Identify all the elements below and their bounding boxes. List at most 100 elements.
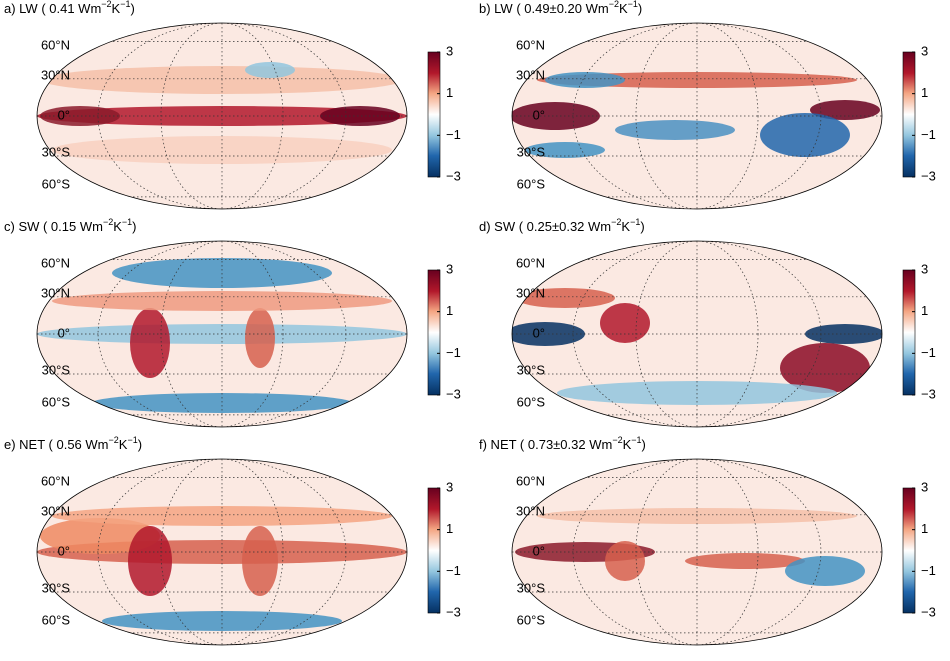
meridian [635, 459, 759, 645]
title-part: ) [638, 1, 642, 16]
lat-label: 0° [533, 325, 545, 340]
colorbar-tick-label: 1 [921, 303, 928, 318]
field-blob [40, 518, 160, 554]
title-part: b) LW ( 0.49±0.20 Wm [479, 1, 609, 16]
colorbar-tick-label: −3 [921, 386, 936, 401]
meridian [97, 459, 347, 645]
field-blob [760, 113, 850, 157]
field-blob [92, 393, 352, 413]
lat-label: 30°S [517, 362, 546, 377]
lat-label: 60°N [516, 37, 545, 52]
field-blob [128, 526, 172, 596]
field-blob [102, 611, 342, 631]
map-panel: d) SW ( 0.25±0.32 Wm−2K−1)60°N30°N0°30°S… [479, 217, 936, 428]
colorbar-tick-label: −1 [921, 345, 936, 360]
lat-label: 60°N [41, 37, 70, 52]
colorbar-tick-label: −1 [446, 563, 461, 578]
title-part: c) SW ( 0.15 Wm [4, 219, 103, 234]
lat-label: 30°N [41, 67, 70, 82]
map-field [512, 23, 882, 209]
meridian [572, 23, 822, 209]
title-part: −1 [628, 0, 638, 9]
title-part: a) LW ( 0.41 Wm [4, 1, 101, 16]
meridian [160, 23, 284, 209]
colorbar [427, 269, 441, 396]
map-outline [36, 458, 408, 646]
title-part: −1 [631, 435, 641, 445]
meridian [97, 241, 347, 427]
colorbar [902, 487, 916, 614]
lat-label: 30°S [42, 144, 71, 159]
colorbar-tick-label: 3 [921, 261, 928, 276]
title-part: −1 [630, 217, 640, 227]
title-part: −2 [611, 217, 621, 227]
title-part: K [619, 1, 628, 16]
field-blob [525, 142, 605, 158]
lat-label: 60°N [516, 255, 545, 270]
meridian [572, 241, 822, 427]
lat-label: 60°N [41, 473, 70, 488]
field-blob [600, 303, 650, 343]
title-part: K [112, 1, 121, 16]
lat-label: 0° [58, 325, 70, 340]
meridian [572, 459, 822, 645]
lat-label: 30°S [517, 580, 546, 595]
field-blob [810, 100, 880, 120]
colorbar-tick-label: −1 [921, 563, 936, 578]
lat-label: 60°S [42, 612, 71, 627]
meridian [160, 241, 284, 427]
field-blob [615, 120, 735, 140]
lat-label: 60°S [517, 176, 546, 191]
lat-label: 0° [533, 107, 545, 122]
title-part: d) SW ( 0.25±0.32 Wm [479, 219, 611, 234]
title-part: ) [130, 1, 134, 16]
map-field [37, 241, 407, 427]
colorbar-tick-label: −3 [446, 386, 461, 401]
colorbar-tick-label: 3 [921, 479, 928, 494]
title-part: K [113, 219, 122, 234]
title-part: −2 [109, 435, 119, 445]
colorbar-tick-label: 3 [446, 261, 453, 276]
colorbar-tick-label: 3 [446, 479, 453, 494]
colorbar-tick-label: −3 [921, 168, 936, 183]
panel-title: d) SW ( 0.25±0.32 Wm−2K−1) [479, 217, 645, 234]
lat-label: 30°N [41, 285, 70, 300]
title-part: ) [138, 437, 142, 452]
colorbar-tick-label: −1 [446, 345, 461, 360]
colorbar-tick-label: 1 [921, 85, 928, 100]
title-part: f) NET ( 0.73±0.32 Wm [479, 437, 612, 452]
title-part: −2 [101, 0, 111, 9]
field-blob [52, 136, 392, 164]
colorbar [427, 487, 441, 614]
meridian [635, 241, 759, 427]
lat-label: 60°N [516, 473, 545, 488]
map-field [37, 459, 407, 645]
title-part: −1 [122, 217, 132, 227]
colorbar-tick-label: 1 [446, 85, 453, 100]
colorbar-tick-label: 1 [921, 521, 928, 536]
colorbar-tick-label: −3 [446, 604, 461, 619]
panel-title: a) LW ( 0.41 Wm−2K−1) [4, 0, 135, 16]
map-outline [511, 240, 883, 428]
panel-title: c) SW ( 0.15 Wm−2K−1) [4, 217, 137, 234]
colorbar-tick-label: −1 [921, 127, 936, 142]
panel-title: f) NET ( 0.73±0.32 Wm−2K−1) [479, 435, 646, 452]
field-blob [245, 62, 295, 78]
colorbar [427, 51, 441, 178]
colorbar-tick-label: 3 [921, 43, 928, 58]
field-blob [785, 556, 865, 586]
title-part: −2 [609, 0, 619, 9]
title-part: e) NET ( 0.56 Wm [4, 437, 109, 452]
title-part: K [119, 437, 128, 452]
title-part: −1 [120, 0, 130, 9]
panel-title: e) NET ( 0.56 Wm−2K−1) [4, 435, 142, 452]
lat-label: 30°S [42, 362, 71, 377]
lat-label: 60°S [42, 176, 71, 191]
meridian [160, 459, 284, 645]
title-part: −2 [103, 217, 113, 227]
field-blob [780, 343, 870, 393]
map-outline [36, 240, 408, 428]
lat-label: 30°S [42, 580, 71, 595]
colorbar-tick-label: −3 [446, 168, 461, 183]
